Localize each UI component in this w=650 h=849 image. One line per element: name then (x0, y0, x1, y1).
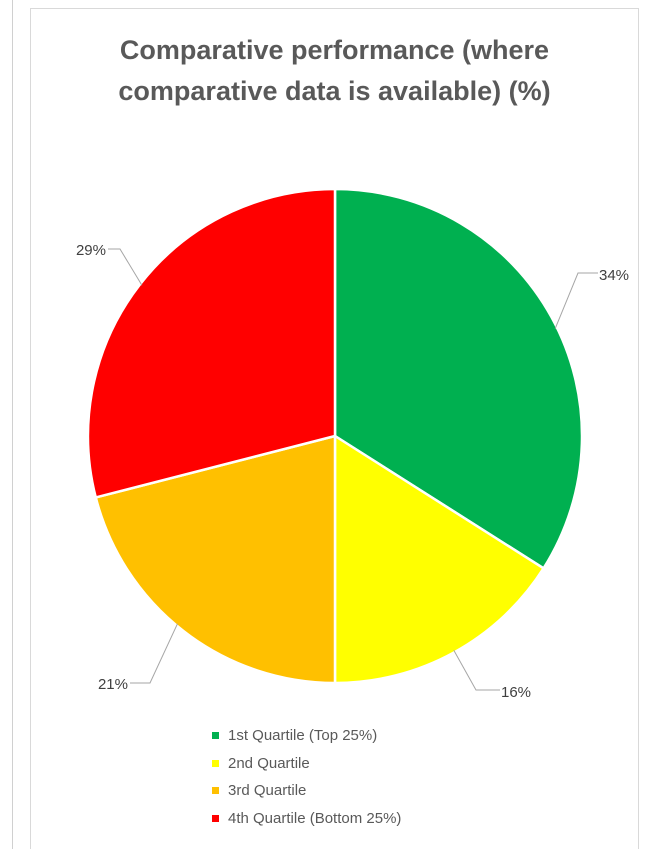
legend-label: 1st Quartile (Top 25%) (228, 727, 378, 745)
data-labels: 34% 16% 21% 29% (76, 242, 629, 701)
legend-item-3rd-quartile: 3rd Quartile (212, 777, 401, 805)
pie-slice-4th-quartile-bottom-25 (86, 187, 337, 499)
leader-line (453, 650, 500, 691)
legend-label: 4th Quartile (Bottom 25%) (228, 809, 402, 827)
chart-title: Comparative performance (where comparati… (30, 30, 639, 112)
data-label-4th-quartile-bottom-25: 29% (76, 242, 106, 259)
pie-slice-1st-quartile-top-25 (333, 187, 584, 570)
legend-swatch (212, 787, 219, 795)
leader-line (554, 272, 598, 329)
data-label-1st-quartile-top-25: 34% (599, 267, 629, 284)
data-label-3rd-quartile: 21% (98, 676, 128, 693)
pie-slices (86, 187, 584, 685)
left-panel-edge (0, 0, 13, 849)
legend-label: 2nd Quartile (228, 754, 310, 772)
leader-lines (108, 248, 598, 691)
legend-swatch (212, 814, 219, 822)
pie-slice-3rd-quartile (94, 434, 337, 685)
legend-label: 3rd Quartile (228, 782, 307, 800)
leader-line (108, 248, 143, 286)
legend-swatch (212, 732, 219, 740)
data-label-2nd-quartile: 16% (501, 684, 531, 701)
pie-slice-2nd-quartile (333, 434, 545, 685)
legend: 1st Quartile (Top 25%) 2nd Quartile 3rd … (212, 722, 401, 832)
leader-line (130, 623, 178, 684)
chart-title-line-2: comparative data is available) (%) (118, 76, 551, 106)
chart-title-line-1: Comparative performance (where (119, 35, 550, 65)
legend-item-2nd-quartile: 2nd Quartile (212, 750, 401, 778)
legend-item-4th-quartile: 4th Quartile (Bottom 25%) (212, 805, 401, 833)
legend-item-1st-quartile: 1st Quartile (Top 25%) (212, 722, 401, 750)
legend-swatch (212, 759, 219, 767)
